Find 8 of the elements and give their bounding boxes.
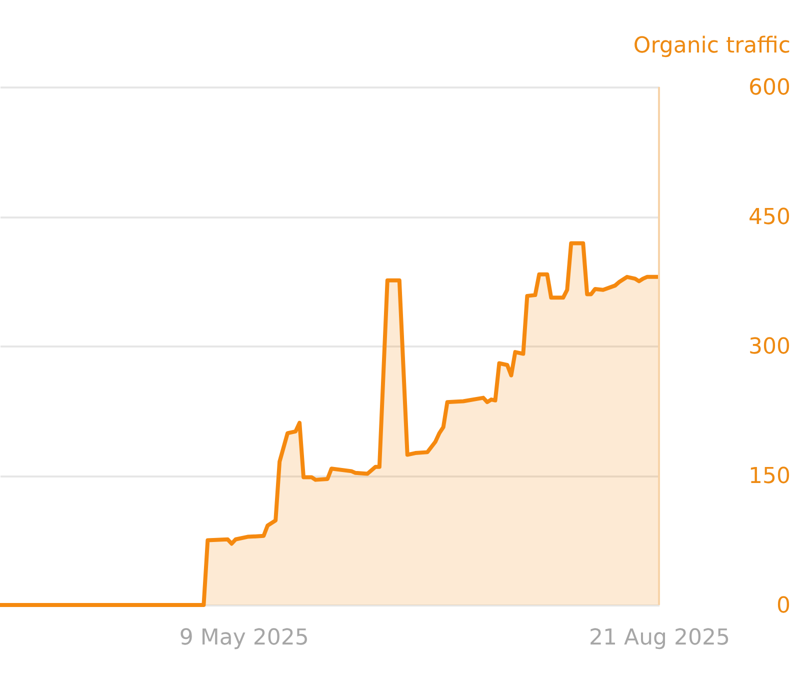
y-tick-label: 150 [748, 464, 790, 489]
y-tick-label: 450 [748, 205, 790, 230]
y-tick-label: 300 [748, 334, 790, 360]
y-tick-label: 0 [776, 594, 790, 618]
y-tick-label: 600 [748, 76, 790, 100]
y-axis-title: Organic traffic [633, 34, 790, 58]
x-tick-label: 9 May 2025 [179, 626, 309, 650]
x-tick-label: 21 Aug 2025 [589, 626, 730, 650]
